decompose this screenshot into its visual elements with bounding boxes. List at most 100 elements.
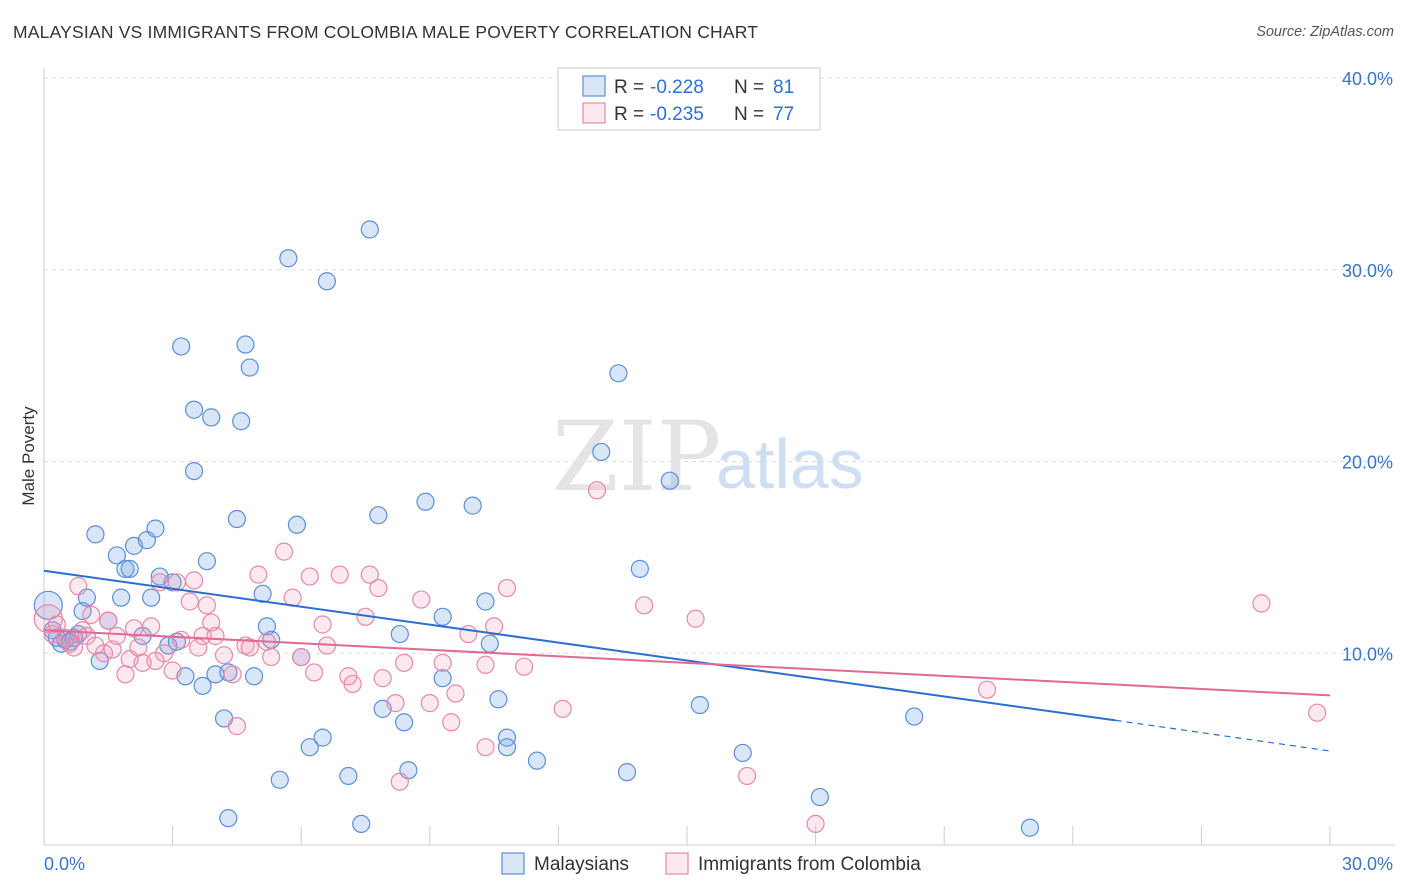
data-point-colombia <box>420 694 439 713</box>
legend-r-label-1: R = <box>614 77 644 98</box>
data-point-malaysians <box>197 552 216 571</box>
data-point-malaysians <box>317 272 337 291</box>
data-point-malaysians <box>279 249 298 268</box>
data-point-malaysians <box>476 592 495 611</box>
data-point-malaysians <box>142 588 161 607</box>
trend-line-colombia <box>43 629 1331 697</box>
legend-swatch-malaysians <box>582 75 606 97</box>
data-point-colombia <box>206 626 225 646</box>
data-point-colombia <box>313 615 332 634</box>
data-point-colombia <box>369 578 388 598</box>
data-point-colombia <box>635 596 654 615</box>
series-colombia <box>33 481 1327 834</box>
data-point-malaysians <box>202 408 221 427</box>
data-point-colombia <box>274 542 294 561</box>
data-point-colombia <box>390 772 409 791</box>
data-point-malaysians <box>232 412 251 431</box>
data-point-colombia <box>446 684 465 703</box>
data-point-colombia <box>262 647 281 667</box>
data-point-colombia <box>806 814 825 834</box>
watermark-zip: ZIP <box>552 401 721 513</box>
watermark-atlas: atlas <box>716 425 864 503</box>
data-point-colombia <box>433 653 452 672</box>
data-point-malaysians <box>497 728 517 747</box>
data-point-malaysians <box>184 400 204 419</box>
y-tick-label: 10.0% <box>1342 644 1393 664</box>
data-point-malaysians <box>617 763 637 782</box>
data-point-malaysians <box>219 809 238 828</box>
series-legend: Malaysians Immigrants from Colombia <box>501 852 921 875</box>
data-point-malaysians <box>193 676 212 695</box>
data-point-malaysians <box>300 738 319 757</box>
data-point-malaysians <box>163 573 182 592</box>
source-label: Source: ZipAtlas.com <box>1256 24 1394 40</box>
series-malaysians <box>33 220 1040 837</box>
data-point-colombia <box>476 738 495 757</box>
data-point-colombia <box>304 663 324 682</box>
data-point-colombia <box>180 592 199 611</box>
data-point-colombia <box>283 588 302 607</box>
data-point-colombia <box>116 665 135 684</box>
data-point-colombia <box>107 626 126 646</box>
legend-n-label-2: N = <box>734 104 764 125</box>
legend-r-label-2: R = <box>614 104 644 125</box>
data-point-malaysians <box>240 358 259 377</box>
data-point-colombia <box>485 617 504 636</box>
data-point-colombia <box>64 638 84 657</box>
data-point-colombia <box>154 644 174 663</box>
data-point-colombia <box>476 655 495 674</box>
data-point-malaysians <box>313 728 332 747</box>
data-point-malaysians <box>390 624 409 644</box>
data-point-malaysians <box>244 667 264 686</box>
y-tick-labels: 10.0% 20.0% 30.0% 40.0% <box>1342 69 1393 664</box>
data-point-colombia <box>394 653 414 672</box>
data-point-colombia <box>292 647 311 667</box>
data-point-colombia <box>94 644 114 663</box>
data-point-malaysians <box>352 814 371 834</box>
bottom-legend-label-malaysians: Malaysians <box>534 854 629 875</box>
data-point-malaysians <box>690 695 709 715</box>
data-point-malaysians <box>433 669 452 688</box>
data-point-colombia <box>249 565 268 584</box>
data-point-malaysians <box>463 496 482 515</box>
data-point-malaysians <box>497 738 517 757</box>
x-tick-label: 30.0% <box>1342 854 1393 874</box>
data-point-colombia <box>412 590 431 609</box>
axes <box>43 68 1395 846</box>
data-point-malaysians <box>905 707 924 726</box>
data-point-malaysians <box>227 509 246 529</box>
data-point-malaysians <box>810 787 829 807</box>
data-point-colombia <box>227 717 246 736</box>
watermark: ZIP atlas <box>552 401 864 513</box>
data-point-malaysians <box>339 766 358 786</box>
data-point-colombia <box>330 565 349 584</box>
correlation-legend: R = -0.228 N = 81 R = -0.235 N = 77 <box>557 67 821 131</box>
data-point-colombia <box>214 646 234 665</box>
data-point-colombia <box>300 567 319 586</box>
data-point-colombia <box>459 624 478 644</box>
data-point-malaysians <box>360 220 379 239</box>
trend-lines <box>43 569 1331 752</box>
data-point-malaysians <box>287 515 307 534</box>
data-point-colombia <box>737 766 757 786</box>
data-point-colombia <box>497 578 517 598</box>
trend-line-malaysians <box>43 569 1116 722</box>
y-axis-title: Male Poverty <box>19 406 38 506</box>
data-point-colombia <box>977 680 997 699</box>
data-point-colombia <box>202 613 221 632</box>
data-point-malaysians <box>733 743 752 763</box>
data-point-colombia <box>184 571 204 590</box>
y-tick-label: 40.0% <box>1342 69 1393 89</box>
data-point-colombia <box>223 665 242 684</box>
data-point-colombia <box>99 611 118 630</box>
data-point-colombia <box>360 565 379 584</box>
data-point-malaysians <box>112 588 131 607</box>
data-point-colombia <box>129 638 148 657</box>
data-point-colombia <box>69 577 88 596</box>
data-point-malaysians <box>236 335 255 354</box>
data-point-malaysians <box>120 559 139 578</box>
data-point-malaysians <box>630 559 649 578</box>
data-point-colombia <box>82 605 101 625</box>
data-point-colombia <box>47 615 66 634</box>
